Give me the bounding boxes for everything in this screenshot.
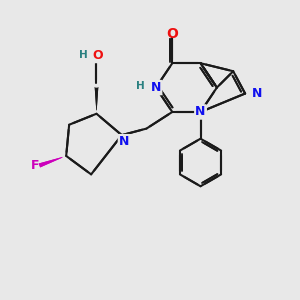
Text: N: N xyxy=(119,135,129,148)
Text: O: O xyxy=(167,27,178,41)
Text: O: O xyxy=(93,49,103,62)
Text: H: H xyxy=(136,81,145,92)
Polygon shape xyxy=(39,156,66,167)
Polygon shape xyxy=(39,156,66,167)
Text: H: H xyxy=(79,50,88,61)
Text: N: N xyxy=(151,81,161,94)
Polygon shape xyxy=(94,83,99,114)
Text: N: N xyxy=(252,87,262,100)
Text: N: N xyxy=(195,106,206,118)
Polygon shape xyxy=(94,83,99,114)
Text: F: F xyxy=(31,159,39,172)
